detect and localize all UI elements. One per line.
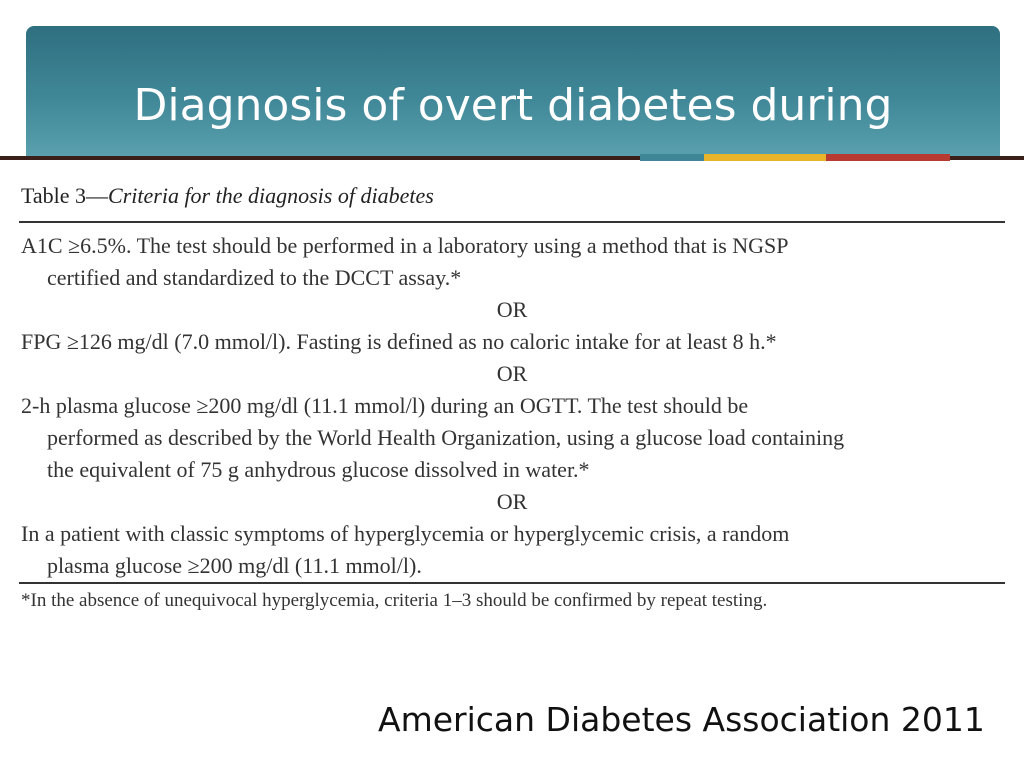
title-banner: Diagnosis of overt diabetes during pregn… (26, 26, 1000, 156)
criterion-random-line2-text: plasma glucose ≥200 mg/dl (11.1 mmol/l). (47, 553, 422, 578)
criterion-ogtt-line3: the equivalent of 75 g anhydrous glucose… (21, 454, 1006, 486)
table-bottom-rule (19, 582, 1005, 584)
criterion-ogtt-line2-text: performed as described by the World Heal… (47, 425, 845, 450)
accent-bar-yellow (704, 154, 826, 161)
or-separator: OR (496, 297, 528, 322)
criterion-a1c-line2: certified and standardized to the DCCT a… (21, 262, 1006, 294)
table-caption-prefix: Table 3— (21, 183, 109, 208)
criteria-table-image: Table 3—Criteria for the diagnosis of di… (0, 161, 1024, 631)
criterion-a1c-line1: A1C ≥6.5%. The test should be performed … (21, 233, 789, 258)
or-separator: OR (496, 489, 528, 514)
slide-title: Diagnosis of overt diabetes during pregn… (133, 80, 893, 156)
criterion-ogtt-line1: 2-h plasma glucose ≥200 mg/dl (11.1 mmol… (21, 393, 749, 418)
or-separator: OR (496, 361, 528, 386)
criterion-random-line2: plasma glucose ≥200 mg/dl (11.1 mmol/l). (21, 550, 1006, 582)
criterion-ogtt-line2: performed as described by the World Heal… (21, 422, 1006, 454)
table-footnote: *In the absence of unequivocal hyperglyc… (21, 590, 768, 611)
table-caption-title: Criteria for the diagnosis of diabetes (108, 183, 434, 208)
table-top-rule (19, 221, 1005, 223)
criterion-ogtt-line3-text: the equivalent of 75 g anhydrous glucose… (47, 457, 590, 482)
criterion-random-line1: In a patient with classic symptoms of hy… (21, 521, 790, 546)
criterion-a1c-line2-text: certified and standardized to the DCCT a… (47, 265, 462, 290)
accent-bar-teal (640, 154, 704, 161)
accent-bar-red (826, 154, 950, 161)
divider-rule (0, 156, 1024, 160)
criterion-fpg-line1: FPG ≥126 mg/dl (7.0 mmol/l). Fasting is … (21, 329, 777, 354)
source-citation: American Diabetes Association 2011 (378, 700, 985, 739)
table-caption: Table 3—Criteria for the diagnosis of di… (21, 183, 434, 209)
